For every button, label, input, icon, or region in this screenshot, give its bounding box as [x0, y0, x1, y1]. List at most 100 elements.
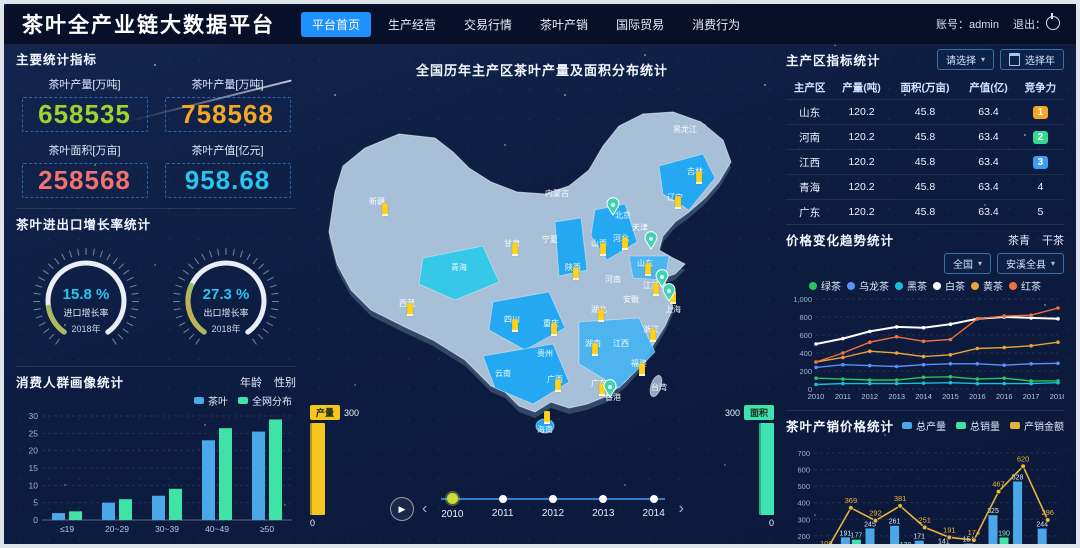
- legend-item[interactable]: 全网分布: [238, 393, 292, 408]
- svg-text:190: 190: [998, 531, 1010, 538]
- legend-item[interactable]: 黑茶: [895, 278, 927, 293]
- location-pin-icon[interactable]: [603, 379, 617, 398]
- cell-output: 120.2: [833, 149, 890, 175]
- location-pin-icon[interactable]: [655, 269, 669, 288]
- production-bar-marker[interactable]: [406, 302, 414, 317]
- legend-item[interactable]: 总产量: [902, 418, 946, 433]
- region-table-title: 主产区指标统计: [786, 54, 881, 68]
- production-bar-marker[interactable]: [674, 195, 682, 210]
- legend-item[interactable]: 白茶: [933, 278, 965, 293]
- province-label-黑龙江: 黑龙江: [673, 124, 697, 134]
- svg-text:5: 5: [33, 498, 38, 508]
- legend-item[interactable]: 产销金额: [1010, 418, 1064, 433]
- production-bar-marker[interactable]: [591, 342, 599, 357]
- cell-rank: 2: [1016, 124, 1064, 150]
- province-label-天津: 天津: [632, 222, 648, 232]
- legend-swatch: [809, 281, 817, 290]
- legend-item[interactable]: 黄茶: [971, 278, 1003, 293]
- legend-item[interactable]: 总销量: [956, 418, 1000, 433]
- svg-text:27.3 %: 27.3 %: [203, 286, 250, 303]
- svg-text:400: 400: [797, 499, 810, 508]
- tab-交易行情[interactable]: 交易行情: [464, 17, 513, 32]
- legend-label: 总产量: [916, 422, 946, 433]
- timeline-year-2013[interactable]: 2013: [586, 492, 620, 526]
- timeline-next-icon[interactable]: ›: [678, 500, 684, 517]
- location-pin-icon[interactable]: [662, 283, 676, 302]
- table-row[interactable]: 河南 120.2 45.8 63.4 2: [786, 124, 1064, 150]
- svg-text:467: 467: [992, 480, 1005, 489]
- production-bar-marker[interactable]: [550, 322, 558, 337]
- timeline-year-label: 2011: [491, 508, 514, 519]
- svg-text:261: 261: [889, 519, 901, 526]
- production-bar-marker[interactable]: [554, 378, 562, 393]
- legend-item[interactable]: 红茶: [1009, 278, 1041, 293]
- province-region[interactable]: [418, 245, 500, 301]
- timeline-year-label: 2010: [441, 509, 464, 520]
- location-pin-icon[interactable]: [644, 231, 658, 250]
- production-bar-marker[interactable]: [644, 262, 652, 277]
- timeline-year-2012[interactable]: 2012: [536, 492, 570, 526]
- logout-button[interactable]: 退出：: [1013, 13, 1060, 32]
- location-pin-icon[interactable]: [606, 197, 620, 216]
- age-link[interactable]: 年龄: [240, 376, 262, 389]
- production-bar-marker[interactable]: [572, 266, 580, 281]
- province-region[interactable]: [658, 153, 716, 211]
- legend-item[interactable]: 绿茶: [809, 278, 841, 293]
- gender-link[interactable]: 性别: [274, 376, 296, 389]
- table-row[interactable]: 山东 120.2 45.8 63.4 1: [786, 99, 1064, 125]
- table-row[interactable]: 广东 120.2 45.8 63.4 5: [786, 199, 1064, 224]
- production-bar-marker[interactable]: [649, 328, 657, 343]
- tab-国际贸易[interactable]: 国际贸易: [616, 17, 665, 32]
- svg-text:25: 25: [29, 428, 39, 438]
- production-bar-marker[interactable]: [638, 362, 646, 377]
- table-row[interactable]: 江西 120.2 45.8 63.4 3: [786, 149, 1064, 175]
- timeline-year-2011[interactable]: 2011: [486, 492, 520, 526]
- calendar-icon: [1009, 53, 1020, 66]
- production-bar-marker[interactable]: [652, 282, 660, 297]
- fresh-tea-link[interactable]: 茶青: [1008, 234, 1030, 247]
- production-bar-marker[interactable]: [511, 318, 519, 333]
- dry-tea-link[interactable]: 干茶: [1042, 234, 1064, 247]
- stat-label: 茶叶产值[亿元]: [191, 145, 264, 157]
- tab-消费行为[interactable]: 消费行为: [692, 17, 741, 32]
- tab-生产经营[interactable]: 生产经营: [388, 17, 437, 32]
- consumer-bar-chart: 0 5 10 15 20 25 30 ≤19 20~29 30~39 40~49 ≥50: [29, 411, 292, 534]
- province-region[interactable]: [488, 291, 566, 351]
- production-bar-marker[interactable]: [597, 308, 605, 323]
- timeline-year-2014[interactable]: 2014: [637, 492, 671, 526]
- price-region-dropdown[interactable]: 全国 ▾: [943, 253, 991, 274]
- province-region[interactable]: [554, 217, 588, 277]
- production-bar-marker[interactable]: [621, 236, 629, 251]
- svg-text:2013: 2013: [888, 392, 905, 401]
- timeline-year-label: 2014: [642, 508, 665, 519]
- cell-output: 120.2: [833, 199, 890, 224]
- timeline-year-2010[interactable]: 2010: [435, 492, 469, 526]
- timeline: ▶ ‹ 2010 2011 2012 2013 2014 ›: [390, 492, 684, 526]
- svg-text:20: 20: [29, 446, 39, 456]
- province-label-重庆: 重庆: [543, 318, 559, 328]
- province-label-香港: 香港: [605, 392, 621, 402]
- production-bar-marker[interactable]: [511, 242, 519, 257]
- timeline-prev-icon[interactable]: ‹: [422, 500, 428, 517]
- timeline-track: 2010 2011 2012 2013 2014: [435, 492, 670, 526]
- china-map[interactable]: 新疆西藏青海甘肃宁夏内蒙古黑龙江吉林辽宁北京天津河北山西山东河南陕西四川重庆湖北…: [307, 74, 777, 454]
- production-bar-marker[interactable]: [543, 410, 551, 425]
- province-region[interactable]: [578, 317, 656, 389]
- region-select-dropdown[interactable]: 请选择 ▾: [936, 49, 994, 70]
- tab-平台首页[interactable]: 平台首页: [301, 11, 372, 37]
- table-row[interactable]: 青海 120.2 45.8 63.4 4: [786, 174, 1064, 200]
- timeline-dot: [548, 495, 557, 503]
- production-bar-marker[interactable]: [599, 242, 607, 257]
- production-bar-marker[interactable]: [695, 170, 703, 185]
- year-select-dropdown[interactable]: 选择年: [1000, 49, 1064, 70]
- price-county-dropdown[interactable]: 安溪全县 ▾: [996, 253, 1064, 274]
- svg-text:2011: 2011: [835, 392, 851, 401]
- legend-item[interactable]: 茶叶: [194, 393, 228, 408]
- production-bar-marker[interactable]: [381, 202, 389, 217]
- svg-text:120: 120: [900, 542, 912, 544]
- province-region[interactable]: [482, 343, 570, 405]
- legend-item[interactable]: 乌龙茶: [847, 278, 889, 293]
- timeline-year-label: 2012: [541, 508, 565, 519]
- tab-茶叶产销[interactable]: 茶叶产销: [540, 17, 589, 32]
- timeline-play-button[interactable]: ▶: [390, 497, 414, 521]
